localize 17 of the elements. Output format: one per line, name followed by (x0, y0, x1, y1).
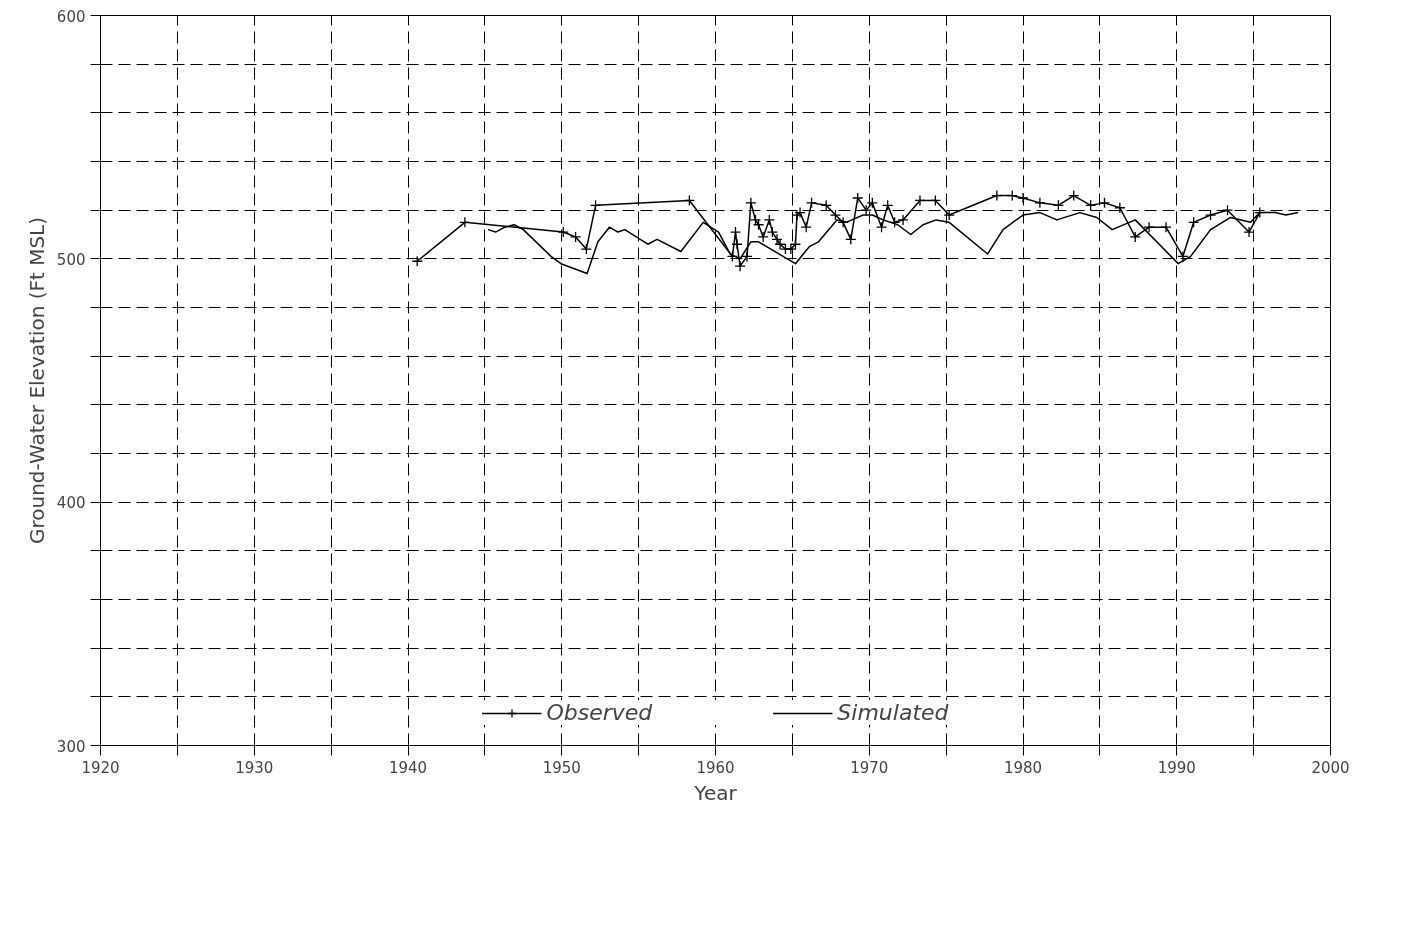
y-tick-label: 500 (56, 250, 86, 269)
y-tick-label: 400 (56, 494, 86, 513)
x-tick-label: 1940 (388, 758, 428, 777)
y-tick-label: 300 (56, 737, 86, 756)
y-axis-title: Ground-Water Elevation (Ft MSL) (24, 216, 49, 545)
x-tick-label: 1960 (696, 758, 735, 777)
x-tick-label: 2000 (1311, 758, 1350, 777)
x-tick-label: 1980 (1003, 758, 1043, 777)
x-axis-title: Year (693, 780, 738, 805)
x-tick-label: 1930 (235, 758, 274, 777)
y-tick-label: 600 (56, 7, 86, 26)
x-tick-label: 1990 (1157, 758, 1196, 777)
legend-label: Simulated (837, 700, 949, 725)
x-tick-label: 1950 (542, 758, 581, 777)
x-tick-label: 1970 (850, 758, 889, 777)
x-tick-label: 1920 (81, 758, 120, 777)
legend-label: Observed (546, 700, 653, 725)
